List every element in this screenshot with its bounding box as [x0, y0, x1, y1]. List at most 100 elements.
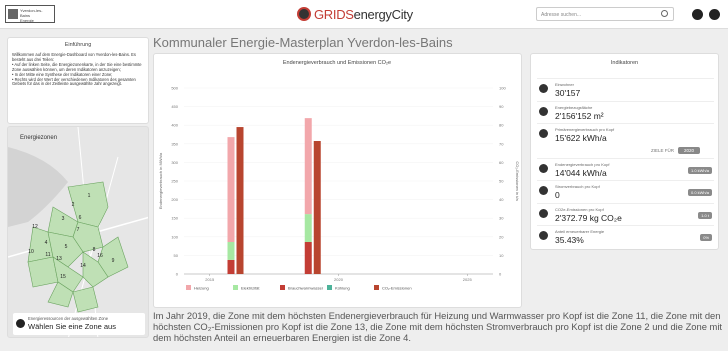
map-panel: Energiezonen 1 2 3 4 5 6 7 8 9 10 11 12 13 14 15 16 Ene… [7, 126, 149, 338]
brand-icon [297, 7, 311, 21]
legend-label: CO₂-Emissionen [382, 286, 412, 291]
brand-name: energyCity [353, 7, 413, 22]
legend-swatch [186, 285, 191, 290]
zone-label: 13 [56, 256, 62, 262]
y2-tick-label: 40 [499, 197, 504, 202]
y2-tick-label: 90 [499, 104, 504, 109]
zone-label: 3 [62, 216, 65, 222]
y-tick-label: 450 [171, 104, 178, 109]
y2-tick-label: 50 [499, 179, 504, 184]
y-tick-label: 300 [171, 160, 178, 165]
y-tick-label: 350 [171, 141, 178, 146]
intro-bullet: • Rechts wird der Wert der verschiedenen… [12, 76, 136, 87]
y-tick-label: 500 [171, 86, 178, 91]
legend-swatch [327, 285, 332, 290]
indicator-label: Einwohner [555, 82, 574, 87]
search-icon[interactable] [661, 10, 668, 17]
y-tick-label: 200 [171, 197, 178, 202]
zone-label: 12 [32, 224, 38, 230]
bar [236, 127, 244, 274]
indicator-row: Einwohner 30'157 [537, 78, 714, 99]
user-button[interactable] [709, 9, 720, 20]
logo-mark [8, 9, 18, 19]
page-title: Kommunaler Energie-Masterplan Yverdon-le… [153, 35, 453, 50]
bar-segment [304, 242, 312, 274]
search-input[interactable]: Adresse suchen... [536, 7, 674, 21]
zone-label: 15 [60, 274, 66, 280]
summary: Im Jahr 2019, die Zone mit dem höchsten … [153, 310, 723, 343]
x-tick-label: 2015 [205, 277, 215, 282]
indicator-icon [539, 231, 548, 240]
y-tick-label: 50 [174, 253, 179, 258]
logo-sub: Energie [20, 18, 34, 23]
x-tick-label: 2020 [334, 277, 344, 282]
indicator-value: 15'622 kWh/a [555, 133, 607, 143]
intro-panel: Einführung Willkommen auf dem Energie-Da… [7, 37, 149, 124]
bar [313, 141, 321, 274]
y2-tick-label: 0 [499, 272, 502, 277]
zone-box: Energieressourcen der ausgewählten Zone … [13, 313, 145, 335]
zone-icon [16, 319, 25, 328]
indicator-row: Primärenergieverbrauch pro Kopf 15'622 kW… [537, 123, 714, 144]
legend-swatch [280, 285, 285, 290]
legend-swatch [233, 285, 238, 290]
indicator-icon [539, 163, 548, 173]
zone-label: 8 [93, 247, 96, 253]
logo[interactable]: Yverdon-les-Bains Energie [5, 5, 55, 23]
lake [8, 147, 68, 227]
indicator-badge: 0% [700, 234, 712, 241]
legend-swatch [374, 285, 379, 290]
map-title: Energiezonen [20, 135, 57, 141]
indicator-icon [539, 106, 548, 116]
indicator-label: Anteil erneuerbarer Energie [555, 229, 605, 234]
logo-text: Yverdon-les-Bains [20, 8, 43, 18]
indicator-row: Stromverbrauch pro Kopf 0 0.0 kWh/a [537, 180, 714, 201]
indicator-icon [539, 186, 548, 195]
indicator-value: 2'156'152 m² [555, 110, 604, 121]
indicator-label: Stromverbrauch pro Kopf [555, 184, 600, 189]
indicator-value: 35.43% [555, 235, 584, 245]
brand: GRIDSenergyCity [314, 7, 413, 22]
zone-label: 5 [65, 244, 68, 250]
y2-tick-label: 80 [499, 123, 504, 128]
chart: Endenergieverbrauch und Emissionen CO₂e … [158, 60, 520, 291]
indicator-icon [539, 84, 548, 93]
y2-tick-label: 20 [499, 234, 504, 239]
zone-label: 2 [72, 202, 75, 208]
zone-prompt: Wählen Sie eine Zone aus [28, 322, 116, 331]
goals-year-select[interactable]: 2020 [678, 146, 701, 154]
y2-tick-label: 10 [499, 253, 504, 258]
zones[interactable] [27, 181, 129, 313]
indicator-badge: 1.0 t [698, 211, 712, 219]
indicator-row: Endenergieverbrauch pro Kopf 14'044 kWh/a… [537, 157, 714, 179]
indicator-label: Energiebezugsfläche [555, 104, 593, 110]
indicator-row: CO2e-Emissionen pro Kopf 2'372.79 kg CO₂e… [537, 202, 714, 224]
zone-label: 4 [45, 240, 48, 246]
zone-label: 10 [28, 249, 34, 255]
indicator-badge: 0.0 kWh/a [687, 189, 712, 196]
y2-tick-label: 30 [499, 216, 504, 221]
goals-row: ZIELE FÜR 2020 [651, 146, 701, 154]
indicator-badge: 1.0 kWh/a [687, 166, 712, 174]
intro-bullet: • Auf der linken Seite, die Energiezonen… [12, 61, 142, 72]
indicator-label: Primärenergieverbrauch pro Kopf [555, 127, 615, 132]
legend-label: Elektrizität [241, 286, 260, 291]
intro-body: Willkommen auf dem Energie-Dashboard von… [12, 52, 146, 87]
zone-label: 11 [45, 252, 50, 258]
indicator-icon [539, 208, 548, 218]
indicator-label: Endenergieverbrauch pro Kopf [555, 161, 610, 167]
legend-label: Heizung [194, 286, 209, 291]
indicator-row: Energiebezugsfläche 2'156'152 m² [537, 100, 714, 122]
indicator-value: 2'372.79 kg CO₂e [555, 212, 622, 223]
zone-label: 7 [77, 227, 80, 233]
y-tick-label: 250 [171, 179, 178, 184]
intro-bullet: • In der Mitte eine Synthese der Indikat… [12, 71, 113, 77]
y2-tick-label: 70 [499, 141, 504, 146]
indicator-icon [539, 129, 548, 138]
y2-tick-label: 60 [499, 160, 504, 165]
indicator-row: Anteil erneuerbarer Energie 35.43% 0% [537, 225, 714, 246]
help-button[interactable] [692, 9, 703, 20]
y-tick-label: 150 [171, 216, 178, 221]
